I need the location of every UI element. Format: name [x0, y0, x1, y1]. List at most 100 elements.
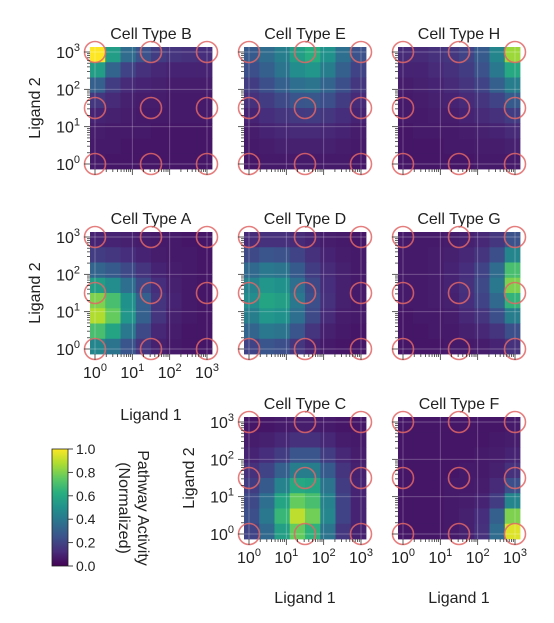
heatmap-cell	[105, 47, 121, 63]
heatmap-cell	[274, 138, 291, 155]
y-axis-title: Ligand 2	[181, 447, 198, 508]
condition-marker	[293, 96, 317, 120]
heatmap-cell	[474, 493, 490, 509]
heatmap-cell	[105, 247, 121, 263]
heatmap-cell	[259, 508, 275, 525]
heatmap-cell	[350, 293, 367, 309]
heatmap-cell	[259, 138, 275, 155]
heatmap-cell	[428, 417, 445, 433]
heatmap-cell	[305, 262, 321, 279]
y-tick-label: 102	[56, 264, 80, 284]
heatmap-cell	[289, 493, 306, 509]
heatmap-cell	[305, 232, 321, 248]
heatmap-cell	[398, 308, 414, 324]
heatmap-cell	[259, 108, 275, 124]
condition-marker	[195, 281, 219, 305]
heatmap-cell	[428, 262, 445, 279]
condition-marker	[237, 466, 261, 490]
heatmap-cell	[350, 478, 367, 494]
heatmap-cell	[428, 478, 445, 494]
heatmap-cell	[135, 62, 152, 78]
heatmap-cell	[335, 462, 352, 479]
heatmap-cell	[305, 153, 321, 170]
heatmap-cell	[459, 138, 475, 155]
heatmap-cell	[289, 153, 306, 170]
heatmap-cell	[428, 308, 445, 324]
heatmap-cell	[305, 247, 321, 263]
heatmap-cell	[259, 232, 275, 248]
heatmap-cell	[459, 77, 475, 94]
heatmap-cell	[120, 323, 137, 340]
colorbar: 1.0 0.8 0.6 0.4 0.2 0.0 Pathway Activity (Nor…	[51, 441, 151, 574]
heatmap-cell	[350, 47, 367, 63]
heatmap-cell	[504, 62, 521, 78]
condition-marker	[83, 281, 107, 305]
heatmap-cell	[398, 262, 414, 279]
heatmap-cell	[90, 308, 106, 324]
heatmap-cell	[443, 62, 460, 78]
heatmap-cell	[166, 338, 182, 355]
heatmap-cell	[259, 123, 275, 139]
heatmap-cell	[196, 77, 213, 94]
heatmap-cell	[181, 77, 198, 94]
heatmap-cell	[289, 232, 306, 248]
heatmap-cell	[413, 153, 429, 170]
condition-marker	[139, 96, 163, 120]
heatmap-cell	[320, 47, 336, 63]
heatmap-cell	[398, 462, 414, 479]
heatmap-cell	[398, 323, 414, 340]
heatmap-cell	[135, 262, 152, 279]
heatmap-cell	[504, 232, 521, 248]
heatmap-cell	[335, 92, 352, 109]
heatmap-cell	[120, 123, 137, 139]
condition-marker	[293, 40, 317, 64]
heatmap-cell	[428, 447, 445, 464]
x-tick-label: 102	[312, 547, 336, 567]
heatmap-cell	[504, 293, 521, 309]
heatmap-cell	[398, 447, 414, 464]
heatmap-cell	[105, 232, 121, 248]
heatmap-cell	[474, 153, 490, 170]
heatmap-cell	[166, 323, 182, 340]
heatmap-cell	[151, 308, 167, 324]
condition-marker	[195, 40, 219, 64]
condition-marker	[237, 281, 261, 305]
heatmap-cell	[504, 77, 521, 94]
heatmap-cell	[259, 308, 275, 324]
heatmap-cell	[489, 323, 506, 340]
colorbar-label-line2: (Normalized)	[115, 462, 132, 554]
heatmap-cell	[504, 108, 521, 124]
heatmap-cell	[504, 417, 521, 433]
heatmap-cell	[320, 123, 336, 139]
heatmap-cell	[335, 232, 352, 248]
heatmap-cell	[105, 262, 121, 279]
heatmap-cell	[335, 47, 352, 63]
heatmap-cell	[305, 508, 321, 525]
heatmap-grid: Cell Type B 100 101 102 103 Cell Type E Cell T…	[56, 26, 527, 567]
heatmap-cell	[443, 493, 460, 509]
heatmap-cell	[244, 523, 260, 540]
heatmap-cell	[320, 293, 336, 309]
heatmap-cell	[274, 493, 291, 509]
heatmap-cell	[166, 108, 182, 124]
heatmap-cell	[135, 47, 152, 63]
heatmap-cell	[289, 247, 306, 263]
heatmap-cell	[398, 108, 414, 124]
heatmap-cell	[181, 308, 198, 324]
condition-marker	[349, 466, 373, 490]
heatmap-cell	[320, 247, 336, 263]
colorbar-tick-label: 0.0	[76, 558, 96, 574]
heatmap-cell	[350, 277, 367, 294]
heatmap-cell	[151, 77, 167, 94]
heatmap-cell	[489, 47, 506, 63]
heatmap-cell	[443, 447, 460, 464]
condition-marker	[503, 96, 527, 120]
heatmap-cell	[105, 153, 121, 170]
heatmap-cell	[398, 338, 414, 355]
heatmap-cell	[413, 138, 429, 155]
heatmap-cell	[259, 62, 275, 78]
heatmap-cell	[504, 123, 521, 139]
heatmap-cell	[259, 323, 275, 340]
heatmap-cell	[244, 92, 260, 109]
heatmap-cell	[335, 432, 352, 448]
